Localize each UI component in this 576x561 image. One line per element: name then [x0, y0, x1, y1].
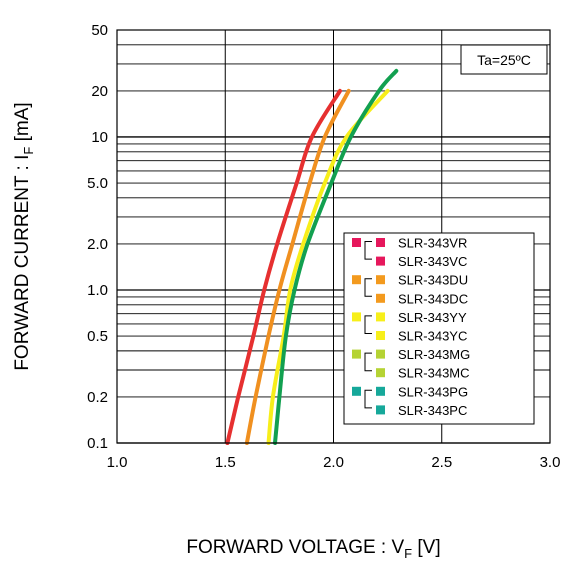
x-axis-title-main: FORWARD VOLTAGE : V: [186, 537, 404, 558]
y-axis-title-unit: [mA]: [12, 102, 33, 146]
legend-box: [343, 232, 535, 425]
x-tick-label: 3.0: [540, 454, 561, 471]
legend-group-swatch: [352, 349, 361, 359]
x-tick-label: 1.5: [215, 454, 236, 471]
legend-group-swatch: [352, 275, 361, 285]
x-tick-label: 1.0: [107, 454, 128, 471]
legend-group-swatch: [352, 312, 361, 322]
y-tick-label: 2.0: [87, 236, 108, 253]
y-tick-label: 0.5: [87, 328, 108, 345]
y-axis-tick-labels: 0.1 0.2 0.5 1.0 2.0 5.0 10 20 50: [87, 22, 108, 452]
legend-label: SLR-343MC: [398, 366, 470, 381]
x-tick-label: 2.5: [431, 454, 452, 471]
legend-label: SLR-343MG: [398, 347, 470, 362]
plot-area-frame: [116, 29, 551, 444]
annotation-text: Ta=25ºC: [477, 52, 531, 68]
legend-bracket: [364, 241, 372, 260]
legend-label: SLR-343YC: [398, 329, 467, 344]
y-tick-label: 20: [91, 83, 108, 100]
x-axis-title: FORWARD VOLTAGE : VF [V]: [186, 537, 440, 561]
y-tick-label: 5.0: [87, 175, 108, 192]
legend-bracket: [364, 389, 372, 409]
legend-swatch: [376, 312, 385, 322]
legend-label: SLR-343DU: [398, 273, 468, 288]
legend-label: SLR-343PG: [398, 384, 468, 399]
legend: SLR-343VR SLR-343VC SLR-343DU SLR-343DC SLR-…: [343, 232, 535, 425]
legend-bracket: [364, 352, 372, 372]
legend-label: SLR-343DC: [398, 291, 468, 306]
series-line: [244, 88, 351, 445]
series-line: [225, 88, 342, 445]
legend-swatch: [376, 256, 385, 266]
x-axis-tick-labels: 1.0 1.5 2.0 2.5 3.0: [107, 454, 561, 471]
legend-swatch: [376, 349, 385, 359]
legend-swatch: [376, 368, 385, 378]
temperature-annotation: Ta=25ºC: [460, 44, 548, 75]
legend-label: SLR-343PC: [398, 403, 467, 418]
legend-bracket: [364, 278, 372, 297]
legend-swatch: [376, 293, 385, 303]
legend-swatch: [376, 405, 385, 415]
legend-swatch: [376, 331, 385, 340]
y-tick-label: 0.1: [87, 435, 108, 452]
series-line: [273, 68, 399, 445]
legend-label: SLR-343YY: [398, 310, 467, 325]
y-tick-label: 0.2: [87, 389, 108, 406]
x-tick-label: 2.0: [323, 454, 344, 471]
y-axis-title-subscript: F: [21, 147, 36, 155]
legend-group-swatch: [352, 238, 361, 247]
legend-swatch: [376, 275, 385, 285]
x-axis-title-subscript: F: [404, 546, 412, 561]
y-tick-label: 10: [91, 129, 108, 146]
y-tick-label: 50: [91, 22, 108, 39]
legend-label: SLR-343VR: [398, 236, 467, 251]
y-axis-title: FORWARD CURRENT : IF [mA]: [12, 102, 36, 370]
y-tick-label: 1.0: [87, 282, 108, 299]
legend-label: SLR-343VC: [398, 254, 467, 269]
x-axis-title-unit: [V]: [412, 537, 441, 558]
legend-group-swatch: [352, 386, 361, 396]
y-axis-title-main: FORWARD CURRENT : I: [12, 155, 33, 371]
annotation-box: [460, 44, 548, 75]
series-lines: [225, 68, 399, 445]
legend-swatch: [376, 238, 385, 247]
legend-swatch: [376, 386, 385, 396]
legend-bracket: [364, 315, 372, 334]
series-line: [266, 88, 390, 445]
